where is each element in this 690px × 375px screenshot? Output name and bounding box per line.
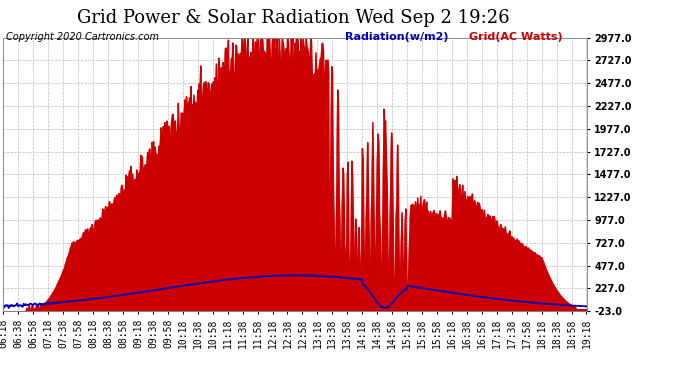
Text: Grid(AC Watts): Grid(AC Watts) [469, 32, 563, 42]
Text: Radiation(w/m2): Radiation(w/m2) [345, 32, 448, 42]
Text: Copyright 2020 Cartronics.com: Copyright 2020 Cartronics.com [6, 32, 159, 42]
Text: Grid Power & Solar Radiation Wed Sep 2 19:26: Grid Power & Solar Radiation Wed Sep 2 1… [77, 9, 509, 27]
